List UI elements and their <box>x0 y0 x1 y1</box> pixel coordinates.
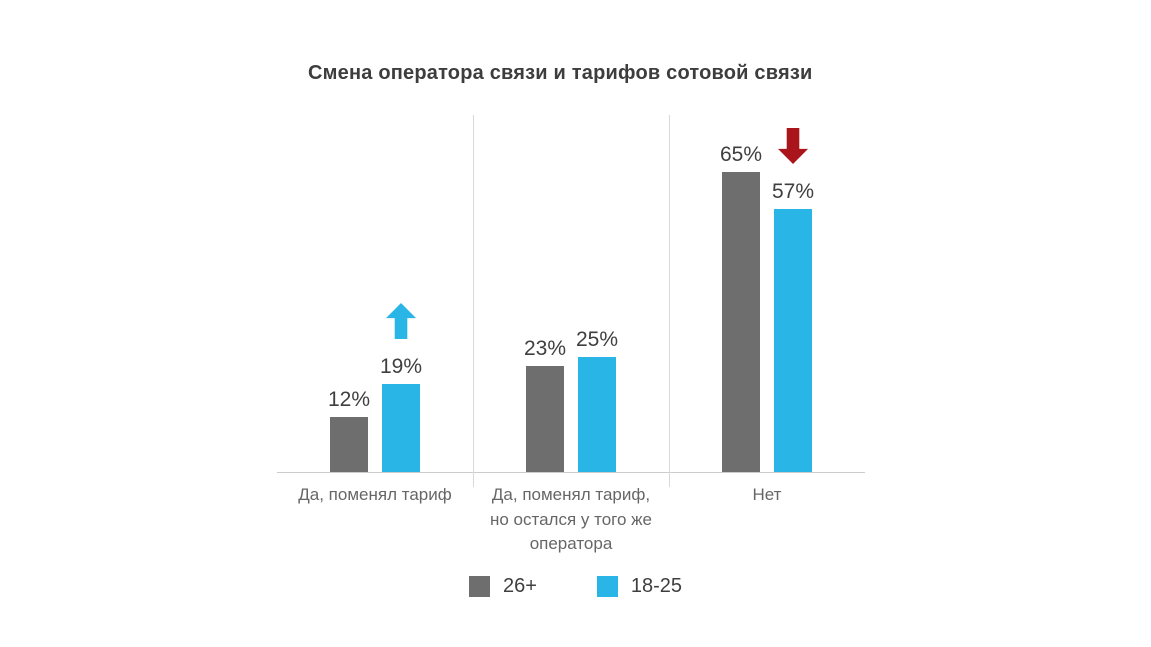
bar-value-label: 19% <box>380 355 423 378</box>
legend-label: 26+ <box>502 575 537 597</box>
bar-value-label: 57% <box>772 180 815 203</box>
legend-swatch-icon <box>596 576 618 597</box>
category-label: Нет <box>752 485 782 504</box>
chart-group: 12% 19% <box>277 115 473 472</box>
legend-item: 26+ <box>468 575 537 598</box>
bar-chart: 12% 19% 23% 25% 65% 57% Да, поменял тариф Да, … <box>277 115 865 557</box>
bar-26+ <box>525 366 564 472</box>
category-labels: Да, поменял тариф Да, поменял тариф, но о… <box>277 483 865 557</box>
bar-18-25 <box>578 357 617 472</box>
legend-label: 18-25 <box>630 575 683 597</box>
bar-26+ <box>329 417 368 472</box>
chart-legend: 26+ 18-25 <box>0 575 1151 598</box>
bar-column: 65% <box>720 143 762 472</box>
legend-swatch-icon <box>468 576 490 597</box>
group-separator-line <box>473 115 474 487</box>
trend-arrow-up-icon <box>386 303 417 339</box>
category-label: Да, поменял тариф, но остался у того же … <box>489 485 653 554</box>
chart-group: 65% 57% <box>669 115 865 472</box>
bar-value-label: 23% <box>523 337 566 360</box>
bar-18-25 <box>774 209 813 472</box>
bar-18-25 <box>382 384 421 472</box>
bar-column: 12% <box>328 388 370 472</box>
chart-group: 23% 25% <box>473 115 669 472</box>
bar-column: 57% <box>772 128 814 472</box>
bar-value-label: 12% <box>327 388 370 411</box>
bar-column: 19% <box>380 303 422 472</box>
legend-item: 18-25 <box>596 575 683 598</box>
bar-column: 25% <box>576 328 618 472</box>
trend-arrow-down-icon <box>778 128 809 164</box>
group-separator-line <box>669 115 670 487</box>
category-label: Да, поменял тариф <box>298 485 452 504</box>
bar-value-label: 25% <box>576 328 619 351</box>
bar-value-label: 65% <box>719 143 762 166</box>
plot-area: 12% 19% 23% 25% 65% 57% <box>277 115 865 487</box>
chart-title: Смена оператора связи и тарифов сотовой … <box>308 62 813 84</box>
bar-26+ <box>721 172 760 472</box>
bar-column: 23% <box>524 337 566 472</box>
